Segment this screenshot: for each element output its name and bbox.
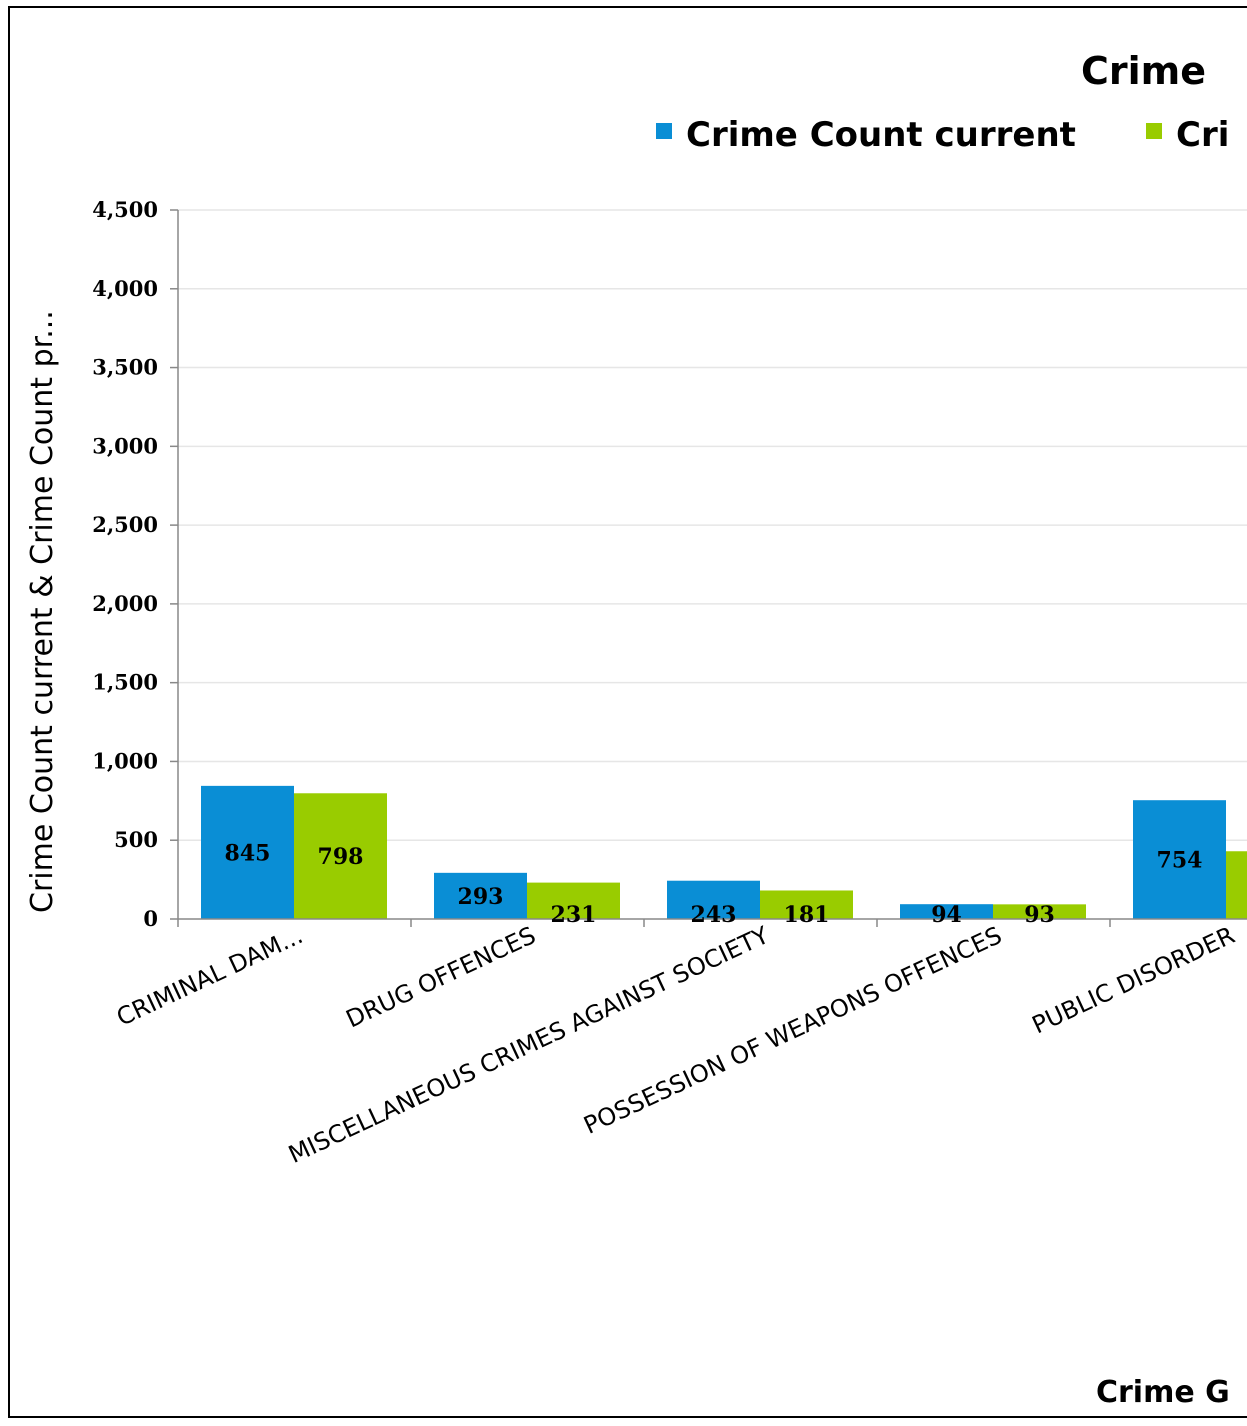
data-label: 798 bbox=[318, 844, 364, 870]
legend-swatch-previous bbox=[1146, 123, 1162, 139]
legend-label-previous: Cri bbox=[1176, 115, 1229, 155]
y-tick-label: 3,000 bbox=[92, 433, 158, 458]
bar-series2-2 bbox=[760, 890, 853, 919]
bar-series1-0 bbox=[201, 785, 294, 919]
y-tick-label: 4,500 bbox=[92, 197, 158, 222]
data-label: 293 bbox=[458, 884, 504, 910]
y-tick-label: 1,500 bbox=[92, 670, 158, 695]
y-tick-label: 2,000 bbox=[92, 591, 158, 616]
y-tick-label: 0 bbox=[143, 906, 158, 931]
y-tick-label: 3,500 bbox=[92, 355, 158, 380]
bar-series1-2 bbox=[667, 880, 760, 919]
data-label: 93 bbox=[1024, 902, 1055, 928]
data-label: 754 bbox=[1157, 848, 1203, 874]
legend: Crime Count current Cri bbox=[656, 115, 1229, 155]
chart-title: Crime bbox=[1081, 49, 1206, 93]
bar-series1-3 bbox=[900, 904, 993, 919]
x-tick-label: DRUG OFFENCES bbox=[342, 921, 540, 1033]
y-tick-label: 4,000 bbox=[92, 276, 158, 301]
x-tick-label: POSSESSION OF WEAPONS OFFENCES bbox=[579, 921, 1006, 1140]
data-label: 231 bbox=[551, 902, 597, 928]
data-label: 845 bbox=[225, 840, 271, 866]
data-label: 181 bbox=[784, 902, 830, 928]
legend-swatch-current bbox=[656, 123, 672, 139]
bar-series2-0 bbox=[294, 793, 387, 919]
x-tick-label: PUBLIC DISORDER bbox=[1028, 921, 1239, 1039]
x-axis-title: Crime G bbox=[1096, 1375, 1230, 1410]
bar-series2-4 bbox=[1226, 851, 1247, 919]
y-tick-label: 500 bbox=[114, 827, 158, 852]
legend-label-current: Crime Count current bbox=[686, 115, 1076, 155]
bar-series1-1 bbox=[434, 872, 527, 919]
bar-series2-3 bbox=[993, 904, 1086, 919]
data-label: 94 bbox=[931, 902, 962, 928]
bar-series2-1 bbox=[527, 882, 620, 919]
y-axis-title: Crime Count current & Crime Count pr... bbox=[25, 310, 60, 913]
y-tick-label: 1,000 bbox=[92, 748, 158, 773]
data-label: 243 bbox=[691, 902, 737, 928]
bar-series1-4 bbox=[1133, 800, 1226, 919]
y-tick-label: 2,500 bbox=[92, 512, 158, 537]
x-tick-label: MISCELLANEOUS CRIMES AGAINST SOCIETY bbox=[284, 921, 773, 1169]
chart-frame bbox=[8, 6, 1247, 1418]
x-tick-label: CRIMINAL DAM... bbox=[112, 921, 307, 1032]
